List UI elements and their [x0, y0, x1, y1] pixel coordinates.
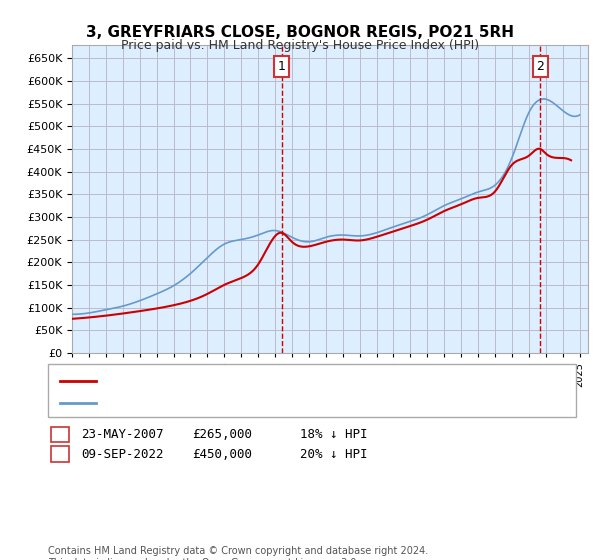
Text: 1: 1 — [56, 428, 64, 441]
Text: HPI: Average price, detached house, Arun: HPI: Average price, detached house, Arun — [108, 398, 341, 408]
Text: 20% ↓ HPI: 20% ↓ HPI — [300, 447, 367, 461]
Text: 09-SEP-2022: 09-SEP-2022 — [81, 447, 163, 461]
Text: Price paid vs. HM Land Registry's House Price Index (HPI): Price paid vs. HM Land Registry's House … — [121, 39, 479, 52]
Text: 23-MAY-2007: 23-MAY-2007 — [81, 428, 163, 441]
Text: 2: 2 — [56, 447, 64, 461]
Text: 2: 2 — [536, 60, 544, 73]
Text: Contains HM Land Registry data © Crown copyright and database right 2024.
This d: Contains HM Land Registry data © Crown c… — [48, 546, 428, 560]
Text: 18% ↓ HPI: 18% ↓ HPI — [300, 428, 367, 441]
Text: 3, GREYFRIARS CLOSE, BOGNOR REGIS, PO21 5RH (detached house): 3, GREYFRIARS CLOSE, BOGNOR REGIS, PO21 … — [108, 376, 491, 386]
Text: 1: 1 — [278, 60, 286, 73]
Text: £450,000: £450,000 — [192, 447, 252, 461]
Text: £265,000: £265,000 — [192, 428, 252, 441]
Text: 3, GREYFRIARS CLOSE, BOGNOR REGIS, PO21 5RH: 3, GREYFRIARS CLOSE, BOGNOR REGIS, PO21 … — [86, 25, 514, 40]
